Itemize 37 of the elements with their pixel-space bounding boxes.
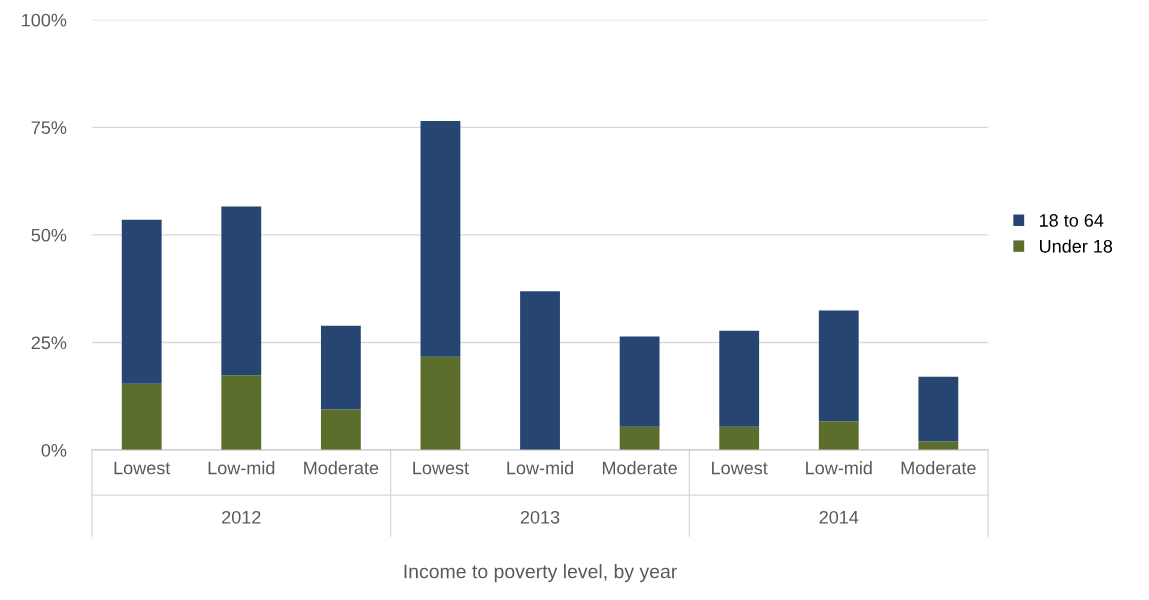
bar [818,310,859,422]
bar [719,330,760,427]
legend-label: Under 18 [1040,239,1113,253]
x-tick-label: Low-mid [208,461,275,475]
x-tick-label: Low-mid [806,461,872,475]
bar [320,409,361,450]
x-tick-label: Lowest [712,461,768,475]
x-tick-label: Moderate [304,461,379,475]
x-axis-title: Income to poverty level, by year [404,564,677,583]
bar [121,383,162,450]
y-tick-label: 100% [22,13,67,27]
text: 2013 [520,510,560,524]
bar [320,325,361,410]
bar [619,336,660,427]
bar [221,206,262,376]
x-tick-label: Moderate [901,461,976,475]
y-tick-label: 75% [31,121,67,135]
bar [520,291,560,450]
text: 2014 [819,510,859,524]
legend-label: 18 to 64 [1040,214,1104,227]
bar [420,356,461,450]
x-tick-label: Low-mid [507,461,573,475]
x-tick-label: Lowest [114,461,171,475]
bar [719,426,760,450]
y-tick-label: 50% [31,228,67,242]
bar [619,426,660,450]
bar [221,375,262,450]
bar [918,376,959,442]
bar [121,219,162,384]
text: 2012 [222,510,261,524]
y-tick-label: 25% [31,336,67,350]
x-tick-label: Moderate [602,461,677,475]
x-tick-label: Lowest [413,461,469,475]
bar [420,120,461,357]
bar [818,421,859,450]
y-tick-label: 0% [41,443,67,457]
bar [918,441,959,450]
